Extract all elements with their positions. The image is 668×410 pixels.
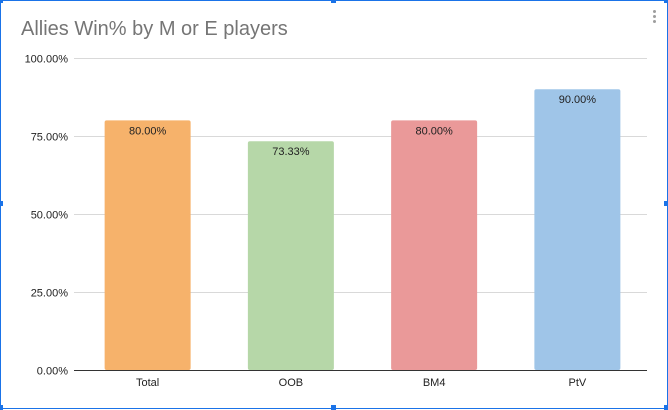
y-tick-label: 100.00% [25,54,69,66]
data-label: 80.00% [129,125,167,137]
y-tick-label: 75.00% [31,132,69,144]
bar [104,120,191,371]
resize-handle-bottom[interactable] [331,405,336,410]
more-vert-icon[interactable] [647,8,661,28]
resize-handle-right[interactable] [664,201,668,206]
y-tick-label: 25.00% [31,288,69,300]
resize-handle-left[interactable] [0,201,3,206]
chart-title: Allies Win% by M or E players [21,18,288,40]
data-label: 73.33% [272,146,310,158]
y-tick-label: 50.00% [31,210,69,222]
bar [247,141,334,370]
bar [534,89,621,370]
bar [391,120,478,371]
data-label: 90.00% [559,94,597,106]
resize-handle-top[interactable] [331,0,336,3]
x-tick-label: BM4 [423,377,446,389]
data-label: 80.00% [415,125,453,137]
resize-handle-bottom-left[interactable] [0,405,3,410]
y-tick-label: 0.00% [37,366,68,378]
x-tick-label: Total [136,377,159,389]
resize-handle-bottom-right[interactable] [664,405,668,410]
x-tick-label: OOB [279,377,303,389]
resize-handle-top-left[interactable] [0,0,3,3]
resize-handle-top-right[interactable] [664,0,668,3]
x-tick-label: PtV [569,377,587,389]
